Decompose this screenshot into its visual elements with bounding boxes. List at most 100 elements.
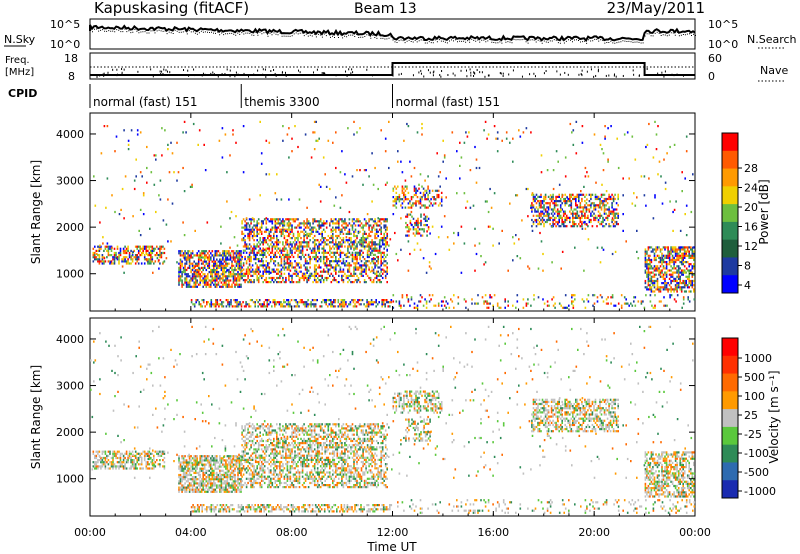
- heatmap-cell: [303, 241, 305, 244]
- heatmap-cell: [203, 266, 206, 269]
- heatmap-cell: [282, 125, 284, 128]
- heatmap-cell: [565, 200, 568, 203]
- heatmap-cell: [372, 303, 374, 306]
- heatmap-cell: [341, 150, 343, 153]
- heatmap-cell: [277, 247, 280, 250]
- heatmap-cell: [688, 290, 690, 293]
- heatmap-cell: [587, 225, 589, 228]
- heatmap-cell: [431, 189, 434, 192]
- heatmap-cell: [371, 239, 373, 242]
- heatmap-cell: [400, 204, 402, 207]
- heatmap-cell: [374, 249, 376, 252]
- nave-trace: [90, 62, 695, 76]
- heatmap-cell: [262, 237, 264, 240]
- heatmap-cell: [527, 298, 529, 301]
- heatmap-cell: [288, 255, 290, 259]
- heatmap-cell: [283, 229, 286, 232]
- heatmap-cell: [158, 267, 160, 270]
- heatmap-cell: [421, 296, 423, 299]
- heatmap-cell: [664, 304, 667, 307]
- heatmap-cell: [653, 254, 656, 257]
- heatmap-cell: [279, 249, 281, 252]
- heatmap-cell: [238, 273, 241, 276]
- heatmap-cell: [544, 195, 547, 198]
- heatmap-cell: [251, 264, 254, 267]
- heatmap-cell: [182, 478, 185, 481]
- heatmap-cell: [122, 454, 125, 457]
- heatmap-cell: [178, 266, 180, 269]
- heatmap-cell: [128, 251, 131, 255]
- heatmap-cell: [113, 260, 116, 263]
- heatmap-cell: [113, 251, 116, 255]
- heatmap-cell: [368, 253, 370, 256]
- heatmap-cell: [565, 218, 568, 222]
- heatmap-cell: [277, 301, 279, 304]
- heatmap-cell: [104, 247, 107, 250]
- heatmap-cell: [371, 260, 373, 263]
- heatmap-cell: [215, 303, 217, 306]
- heatmap-cell: [369, 276, 372, 280]
- heatmap-cell: [509, 202, 511, 205]
- heatmap-cell: [214, 277, 217, 280]
- heatmap-cell: [670, 252, 672, 255]
- heatmap-cell: [676, 250, 678, 253]
- heatmap-cell: [353, 258, 355, 261]
- heatmap-cell: [271, 251, 274, 254]
- heatmap-cell: [156, 251, 158, 255]
- heatmap-cell: [286, 268, 289, 271]
- heatmap-cell: [304, 234, 307, 237]
- heatmap-cell: [304, 305, 306, 308]
- heatmap-cell: [335, 230, 337, 233]
- heatmap-cell: [380, 232, 382, 235]
- heatmap-cell: [151, 452, 154, 455]
- heatmap-cell: [179, 258, 182, 261]
- heatmap-cell: [339, 218, 342, 221]
- heatmap-cell: [651, 304, 653, 307]
- heatmap-cell: [426, 224, 428, 227]
- heatmap-cell: [263, 264, 266, 267]
- heatmap-cell: [356, 281, 358, 284]
- heatmap-cell: [450, 298, 452, 301]
- heatmap-cell: [585, 193, 588, 196]
- heatmap-cell: [425, 189, 428, 192]
- heatmap-cell: [260, 303, 262, 306]
- heatmap-cell: [677, 248, 680, 251]
- heatmap-cell: [303, 272, 305, 275]
- heatmap-cell: [277, 251, 280, 254]
- heatmap-cell: [594, 216, 597, 219]
- heatmap-cell: [235, 250, 238, 253]
- heatmap-cell: [151, 260, 154, 263]
- heatmap-cell: [134, 467, 137, 470]
- heatmap-cell: [289, 260, 292, 263]
- heatmap-cell: [496, 137, 499, 140]
- heatmap-cell: [103, 450, 105, 453]
- heatmap-cell: [359, 281, 361, 284]
- heatmap-cell: [276, 249, 278, 252]
- heatmap-cell: [182, 131, 184, 134]
- heatmap-cell: [241, 232, 243, 235]
- heatmap-cell: [674, 246, 677, 249]
- heatmap-cell: [310, 230, 313, 233]
- heatmap-cell: [291, 251, 293, 254]
- heatmap-cell: [471, 298, 473, 301]
- heatmap-cell: [578, 193, 580, 196]
- heatmap-cell: [191, 490, 194, 493]
- heatmap-cell: [265, 266, 268, 269]
- heatmap-cell: [662, 267, 665, 270]
- heatmap-cell: [224, 133, 227, 136]
- heatmap-cell: [443, 296, 446, 299]
- heatmap-cell: [94, 465, 96, 468]
- heatmap-cell: [356, 169, 358, 172]
- heatmap-cell: [404, 193, 407, 197]
- heatmap-cell: [617, 197, 619, 201]
- heatmap-cell: [416, 242, 419, 245]
- heatmap-cell: [95, 249, 98, 252]
- heatmap-cell: [581, 214, 583, 217]
- heatmap-cell: [366, 251, 369, 254]
- heatmap-cell: [600, 208, 603, 211]
- heatmap-cell: [620, 306, 623, 309]
- heatmap-cell: [664, 279, 666, 283]
- heatmap-cell: [691, 256, 694, 259]
- heatmap-cell: [547, 195, 550, 198]
- heatmap-cell: [145, 463, 148, 466]
